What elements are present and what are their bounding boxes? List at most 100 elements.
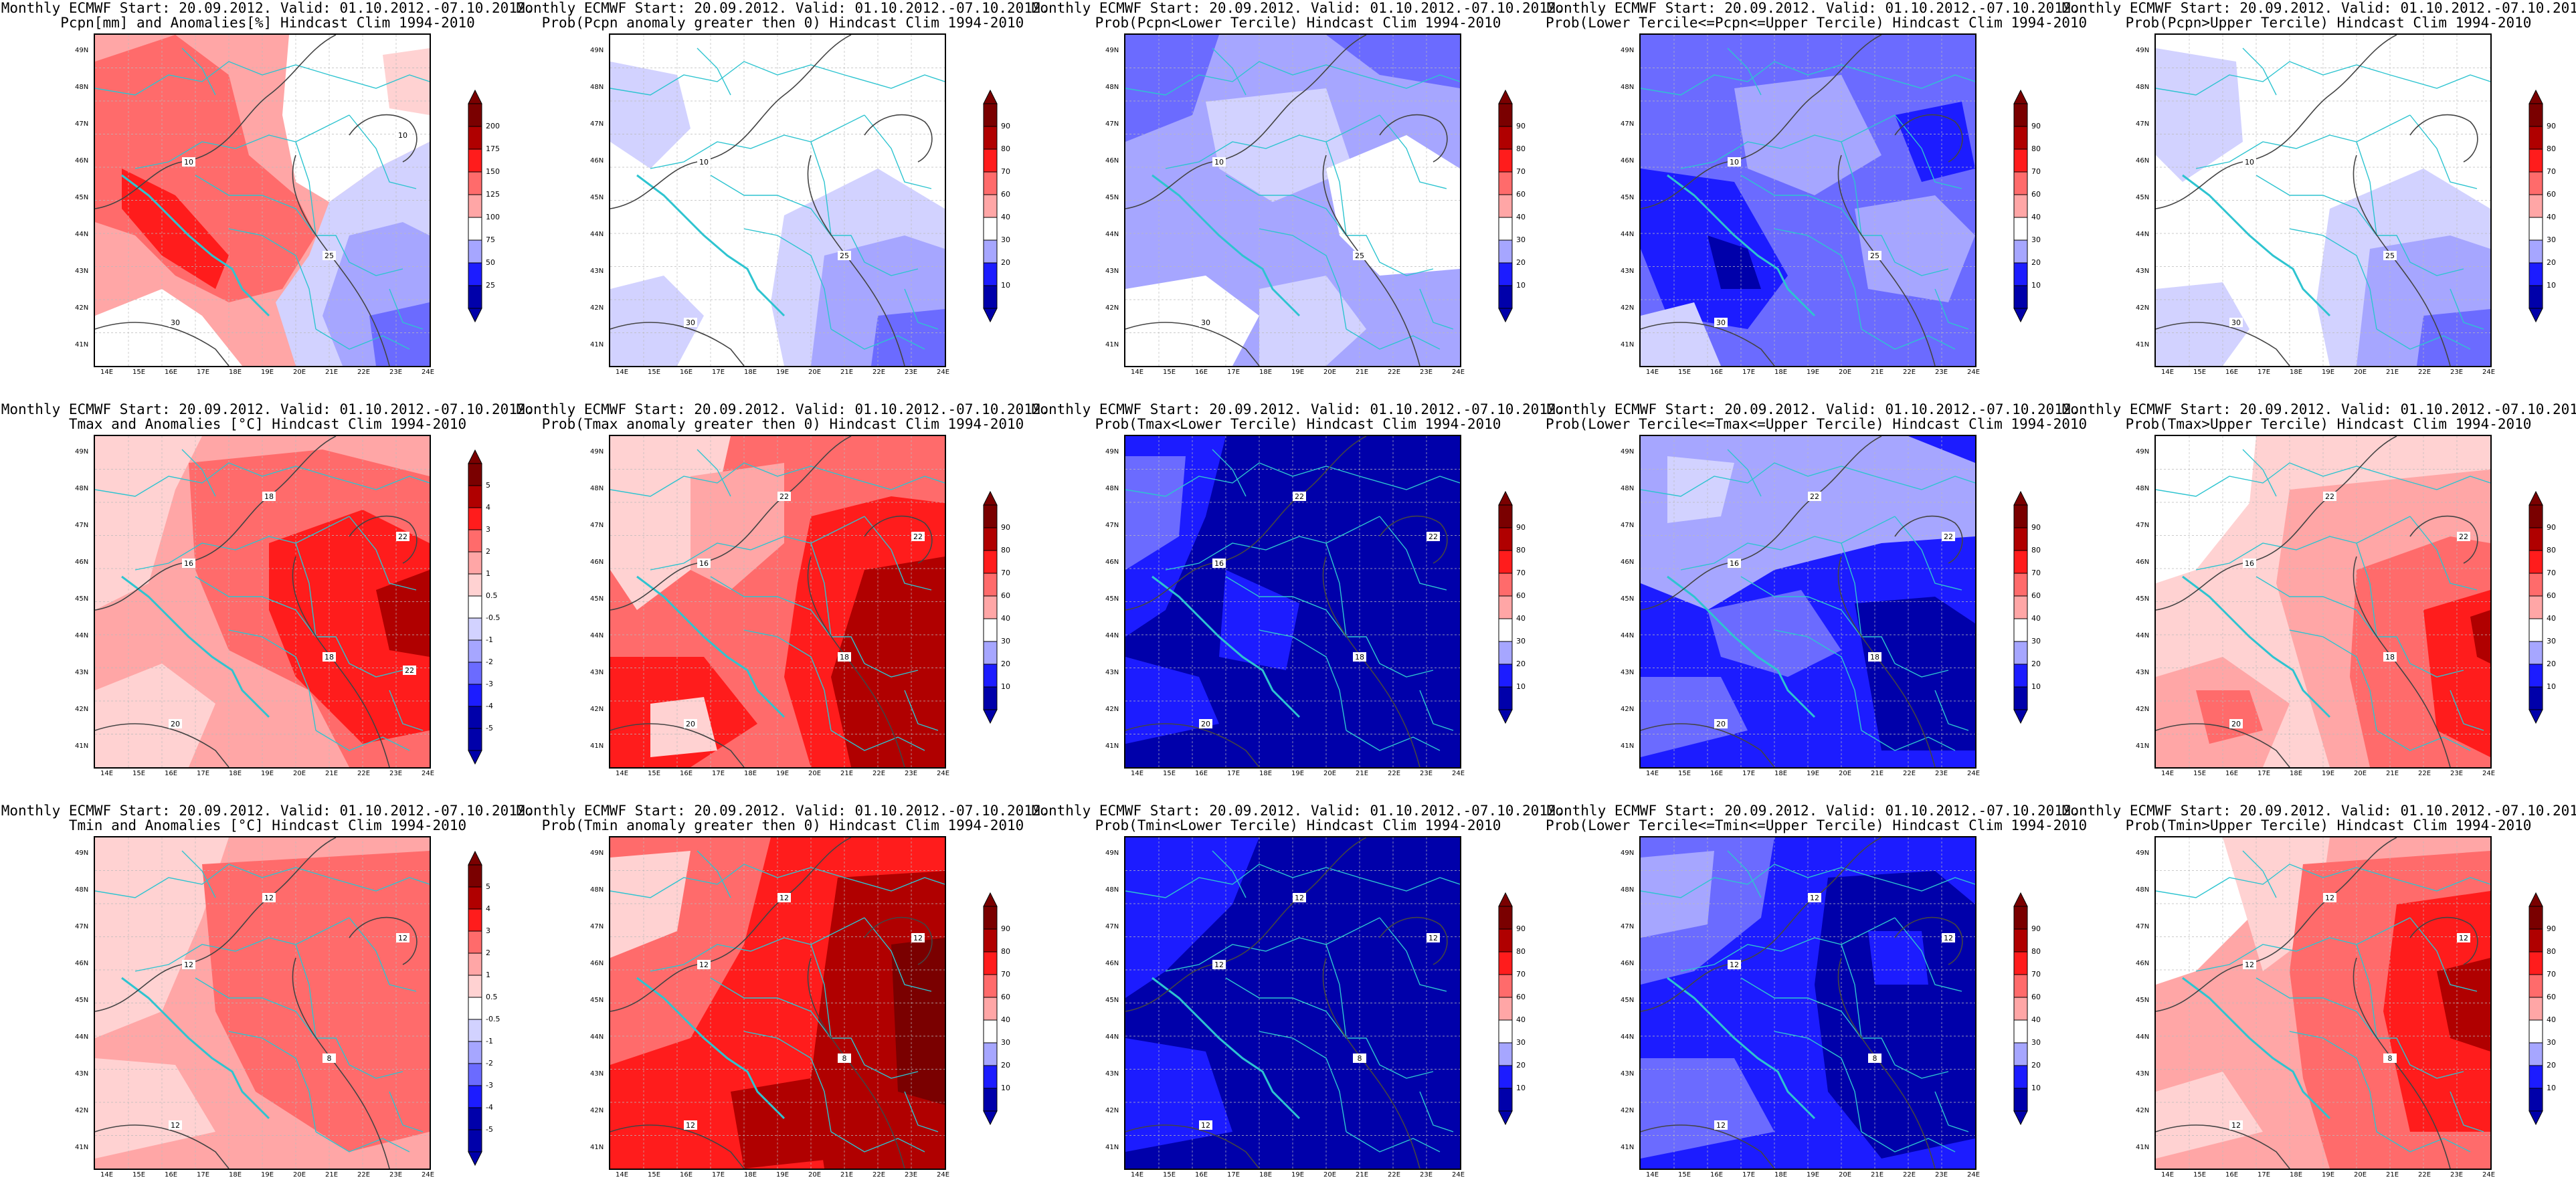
colorbar-segment <box>2013 262 2028 286</box>
coastline <box>1667 174 1816 317</box>
country-border <box>1841 141 1862 236</box>
longitude-label: 19E <box>261 770 274 777</box>
longitude-label: 17E <box>1742 770 1756 777</box>
svg-text:30: 30 <box>2231 318 2241 327</box>
colorbar-label: -3 <box>486 1081 493 1090</box>
panel-title-line1: Monthly ECMWF Start: 20.09.2012. Valid: … <box>1546 401 2080 417</box>
latitude-label: 49N <box>1621 849 1635 857</box>
svg-text:20: 20 <box>686 720 695 728</box>
latitude-label: 41N <box>1105 1144 1119 1151</box>
contour-line <box>95 1124 229 1169</box>
latitude-label: 46N <box>1621 960 1635 967</box>
contour-line <box>2156 35 2397 209</box>
map-panel: Monthly ECMWF Start: 20.09.2012. Valid: … <box>1030 803 1565 1204</box>
colorbar-segment <box>2013 618 2028 641</box>
colorbar-label: 80 <box>2547 144 2556 153</box>
colorbar-label: 30 <box>1516 1037 1526 1047</box>
svg-text:16: 16 <box>2245 559 2254 568</box>
longitude-label: 19E <box>1291 770 1305 777</box>
colorbar-label: 70 <box>1001 167 1010 176</box>
longitude-label: 23E <box>2450 770 2464 777</box>
contour-label: 10 <box>2243 157 2256 167</box>
anomaly-region <box>2470 610 2490 664</box>
longitude-label: 20E <box>1839 1171 1852 1179</box>
country-border <box>1641 61 1975 96</box>
latitude-label: 44N <box>590 1033 604 1041</box>
latitude-label: 49N <box>590 47 604 54</box>
latitude-label: 45N <box>1621 595 1635 603</box>
country-border <box>1346 1131 1441 1152</box>
contour-line <box>2409 916 2478 965</box>
svg-text:30: 30 <box>686 318 695 327</box>
contour-label: 8 <box>838 1054 851 1063</box>
longitude-label: 24E <box>1967 1171 1981 1179</box>
longitude-label: 15E <box>1163 1171 1176 1179</box>
latitude-label: 43N <box>590 669 604 676</box>
contour-line <box>807 957 905 1169</box>
country-border <box>864 917 932 992</box>
longitude-label: 15E <box>1678 369 1691 376</box>
anomaly-region <box>1815 871 1975 1159</box>
longitude-label: 19E <box>2322 1171 2335 1179</box>
colorbar-segment <box>468 595 482 619</box>
colorbar-label: 10 <box>2031 682 2041 691</box>
colorbar-label: 40 <box>1516 212 1526 221</box>
longitude-label: 23E <box>1420 1171 1433 1179</box>
colorbar-segment <box>983 504 998 528</box>
latitude-label: 44N <box>1621 231 1635 238</box>
country-border <box>1934 1091 1969 1132</box>
colorbar-segment <box>2013 686 2028 710</box>
colorbar-segment <box>1498 285 1513 308</box>
contour-line <box>2353 155 2451 366</box>
latitude-label: 47N <box>2136 923 2150 930</box>
colorbar-label: -1 <box>486 635 493 644</box>
colorbar-segment <box>1498 1042 1513 1066</box>
colorbar-segment <box>2528 928 2543 952</box>
colorbar-segment <box>2528 527 2543 550</box>
longitude-label: 16E <box>165 369 178 376</box>
latitude-label: 46N <box>2136 559 2150 566</box>
latitude-label: 45N <box>1105 194 1119 201</box>
longitude-label: 16E <box>2225 1171 2239 1179</box>
anomaly-region <box>376 570 430 657</box>
anomaly-region <box>95 1058 215 1159</box>
country-border <box>2195 516 2411 571</box>
longitude-label: 15E <box>1678 1171 1691 1179</box>
panel-title-line1: Monthly ECMWF Start: 20.09.2012. Valid: … <box>1546 0 2080 16</box>
colorbar-segment <box>983 285 998 308</box>
latitude-label: 42N <box>2136 1107 2150 1114</box>
colorbar-segment <box>1498 951 1513 975</box>
colorbar-segment <box>983 103 998 126</box>
longitude-label: 19E <box>1291 1171 1305 1179</box>
country-border <box>2356 141 2377 236</box>
longitude-label: 17E <box>712 770 725 777</box>
anomaly-region <box>2437 958 2490 1051</box>
colorbar-label: 20 <box>1516 1060 1526 1070</box>
country-border <box>1125 462 1460 497</box>
latitude-label: 49N <box>2136 448 2150 456</box>
colorbar-label: 90 <box>2031 522 2041 532</box>
country-border <box>1894 917 1962 992</box>
contour-line <box>2353 957 2451 1169</box>
colorbar-segment <box>2528 194 2543 217</box>
latitude-label: 42N <box>2136 706 2150 713</box>
contour-label: 22 <box>911 532 925 541</box>
longitude-label: 16E <box>2225 770 2239 777</box>
map-panel: Monthly ECMWF Start: 20.09.2012. Valid: … <box>1546 803 2087 1204</box>
colorbar-segment <box>468 930 482 954</box>
latitude-label: 46N <box>590 960 604 967</box>
colorbar-segment <box>1498 573 1513 596</box>
colorbar-label: 70 <box>2547 568 2556 577</box>
panel-title-line2: Prob(Lower Tercile<=Pcpn<=Upper Tercile)… <box>1546 15 2088 31</box>
contour-line <box>1894 515 1963 564</box>
contour-line <box>1322 155 1420 366</box>
colorbar-label: 60 <box>2031 189 2041 199</box>
contour-line <box>1125 35 1367 209</box>
colorbar-label: 40 <box>2031 613 2041 623</box>
colorbar-segment <box>2528 573 2543 596</box>
longitude-label: 15E <box>2193 369 2207 376</box>
country-border <box>389 1091 424 1132</box>
colorbar-label: 20 <box>1516 659 1526 668</box>
latitude-label: 43N <box>1621 1070 1635 1078</box>
longitude-label: 14E <box>2161 369 2175 376</box>
